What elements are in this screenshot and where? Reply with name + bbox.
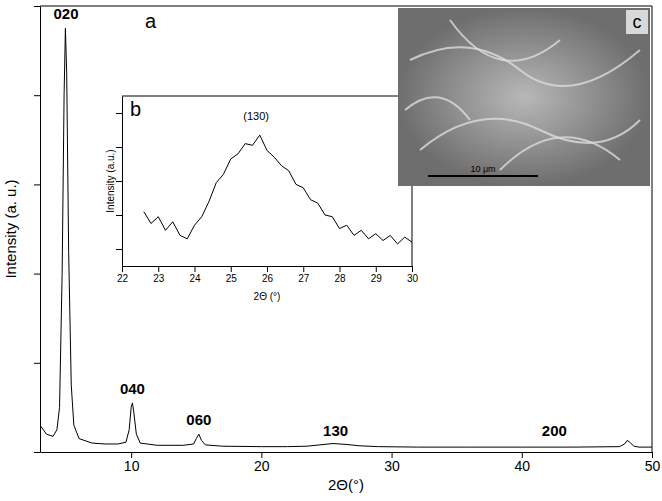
panel-letter-background [626, 10, 648, 34]
y-tick [34, 452, 40, 453]
x-tick-label: 20 [254, 458, 270, 474]
x-tick: 24 [189, 266, 201, 284]
y-tick-mark [34, 184, 40, 185]
y-tick-mark [116, 147, 122, 148]
panel-background [40, 6, 656, 452]
sem-texture [410, 47, 640, 86]
x-tick-label: 25 [226, 273, 238, 284]
panel-letter: c [633, 12, 642, 32]
x-axis: 10 20 30 40 50 [41, 452, 661, 474]
x-tick-mark [158, 266, 159, 272]
y-tick-mark [34, 363, 40, 364]
y-tick-mark [34, 452, 40, 453]
x-tick-label: 22 [117, 273, 129, 284]
xrd-line [144, 135, 412, 244]
x-tick-mark [195, 266, 196, 272]
y-axis [116, 97, 123, 267]
y-tick-mark [116, 249, 122, 250]
sem-texture [450, 20, 560, 61]
y-axis-line [122, 97, 123, 267]
scale-bar [428, 175, 538, 177]
x-tick-label: 27 [298, 273, 310, 284]
y-tick [116, 181, 122, 182]
x-tick-label: 28 [334, 273, 346, 284]
y-tick-mark [116, 113, 122, 114]
panel-letter: b [130, 98, 141, 120]
y-axis-line [40, 7, 41, 453]
x-tick: 27 [298, 266, 310, 284]
peak-label: 040 [120, 380, 145, 397]
x-axis-line [41, 452, 653, 453]
y-tick-mark [116, 215, 122, 216]
frame-top [40, 6, 652, 7]
x-tick-label: 26 [262, 273, 274, 284]
x-axis: 22 23 24 25 26 27 28 29 30 [117, 266, 419, 284]
peak-label: 200 [542, 422, 567, 439]
y-tick [116, 147, 122, 148]
y-tick [34, 184, 40, 185]
sem-texture [405, 97, 470, 120]
x-tick: 25 [226, 266, 238, 284]
x-tick-label: 30 [384, 458, 400, 474]
panel-background [88, 94, 416, 308]
y-tick [34, 95, 40, 96]
peak-label: (130) [243, 110, 269, 122]
sem-texture [500, 137, 620, 170]
scale-bar-label: 10 μm [470, 164, 495, 174]
y-axis-title: Intensity (a. u.) [2, 179, 19, 278]
x-tick-mark [267, 266, 268, 272]
x-tick-label: 10 [124, 458, 140, 474]
x-tick: 20 [254, 452, 270, 474]
x-tick: 40 [514, 452, 530, 474]
x-tick: 30 [407, 266, 419, 284]
x-tick: 10 [124, 452, 140, 474]
y-tick [116, 215, 122, 216]
x-tick-label: 40 [514, 458, 530, 474]
y-tick [116, 113, 122, 114]
peak-label: 130 [323, 422, 348, 439]
x-tick-mark [231, 266, 232, 272]
x-tick-mark [303, 266, 304, 272]
x-tick-label: 24 [189, 273, 201, 284]
x-tick: 26 [262, 266, 274, 284]
sem-texture [420, 119, 640, 150]
sem-image [398, 8, 650, 186]
x-tick-label: 50 [645, 458, 661, 474]
x-axis-title: 2Θ(°) [328, 476, 364, 493]
panel-a: 10 20 30 40 50 2Θ(°) Intensity (a. u.) 020 040 06… [2, 5, 660, 493]
x-tick-label: 30 [407, 273, 419, 284]
peak-label: 060 [186, 411, 211, 428]
y-tick [34, 363, 40, 364]
figure: 10 20 30 40 50 2Θ(°) Intensity (a. u.) 020 040 06… [0, 0, 662, 501]
y-tick [34, 6, 40, 7]
y-axis-title: Intensity (a.u.) [105, 149, 116, 212]
y-tick-mark [34, 274, 40, 275]
x-tick-mark [340, 266, 341, 272]
y-tick-mark [34, 6, 40, 7]
x-tick-label: 23 [153, 273, 165, 284]
x-tick-mark [376, 266, 377, 272]
panel-b: 22 23 24 25 26 27 28 29 30 2Θ (°) Intensity (a.u.)… [88, 94, 418, 308]
x-tick: 22 [117, 266, 129, 284]
x-tick-mark [412, 266, 413, 272]
y-axis [34, 7, 41, 453]
x-tick: 30 [384, 452, 400, 474]
y-tick [34, 274, 40, 275]
y-tick-mark [116, 181, 122, 182]
x-tick: 50 [645, 452, 661, 474]
x-tick: 23 [153, 266, 165, 284]
y-tick [116, 249, 122, 250]
frame-top [122, 96, 412, 97]
x-tick-mark [122, 266, 123, 272]
x-tick: 29 [371, 266, 383, 284]
x-axis-title: 2Θ (°) [254, 291, 281, 302]
plot-marks [144, 135, 412, 244]
frame-right [652, 6, 653, 452]
x-tick-label: 29 [371, 273, 383, 284]
x-tick: 28 [334, 266, 346, 284]
panel-letter: a [145, 10, 157, 32]
panel-c: c 10 μm [398, 8, 650, 186]
peak-label: 020 [54, 5, 79, 22]
y-tick-mark [34, 95, 40, 96]
